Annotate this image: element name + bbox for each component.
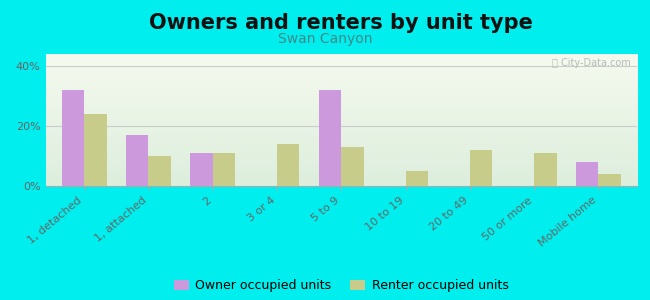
Bar bbox=[599, 174, 621, 186]
Legend: Owner occupied units, Renter occupied units: Owner occupied units, Renter occupied un… bbox=[169, 274, 514, 297]
Text: ⓘ City-Data.com: ⓘ City-Data.com bbox=[552, 58, 631, 68]
Bar bbox=[341, 147, 364, 186]
Bar bbox=[576, 162, 599, 186]
Bar bbox=[84, 114, 107, 186]
Bar bbox=[148, 156, 171, 186]
Bar bbox=[62, 90, 84, 186]
Bar bbox=[190, 153, 213, 186]
Bar bbox=[213, 153, 235, 186]
Title: Owners and renters by unit type: Owners and renters by unit type bbox=[150, 13, 533, 33]
Bar bbox=[126, 135, 148, 186]
Bar bbox=[277, 144, 300, 186]
Bar bbox=[406, 171, 428, 186]
Bar bbox=[470, 150, 492, 186]
Bar bbox=[534, 153, 556, 186]
Text: Swan Canyon: Swan Canyon bbox=[278, 32, 372, 46]
Bar bbox=[318, 90, 341, 186]
